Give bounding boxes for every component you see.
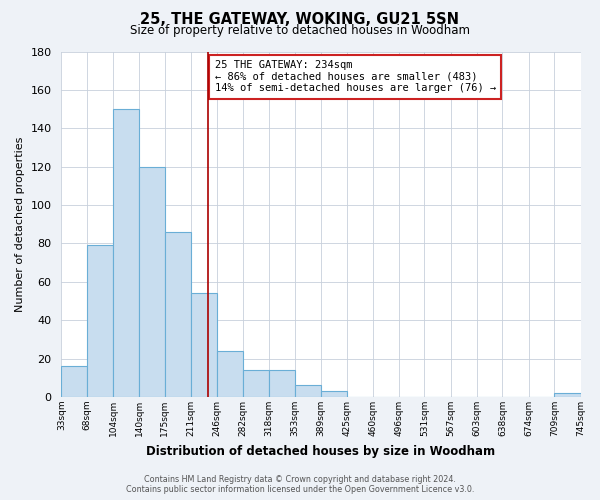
Bar [87,246,113,397]
Bar [217,351,243,397]
Bar [191,294,217,397]
Bar [243,370,269,397]
Bar [165,232,191,397]
Bar [295,386,321,397]
Bar [554,393,581,397]
Bar [321,392,347,397]
Text: Size of property relative to detached houses in Woodham: Size of property relative to detached ho… [130,24,470,37]
Y-axis label: Number of detached properties: Number of detached properties [15,136,25,312]
Bar [269,370,295,397]
Text: Contains HM Land Registry data © Crown copyright and database right 2024.
Contai: Contains HM Land Registry data © Crown c… [126,474,474,494]
Bar [113,109,139,397]
X-axis label: Distribution of detached houses by size in Woodham: Distribution of detached houses by size … [146,444,496,458]
Bar [61,366,87,397]
Bar [139,166,165,397]
Text: 25, THE GATEWAY, WOKING, GU21 5SN: 25, THE GATEWAY, WOKING, GU21 5SN [140,12,460,28]
Text: 25 THE GATEWAY: 234sqm
← 86% of detached houses are smaller (483)
14% of semi-de: 25 THE GATEWAY: 234sqm ← 86% of detached… [215,60,496,94]
